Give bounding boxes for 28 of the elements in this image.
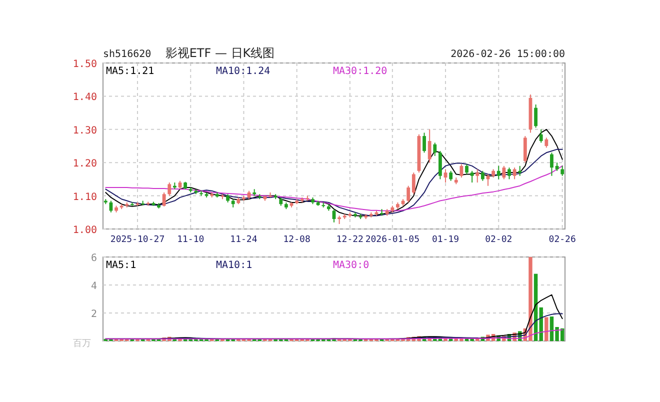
x-tick-label: 01-19 — [432, 235, 460, 245]
x-tick-label: 12-08 — [283, 235, 310, 245]
y-tick-label: 1.20 — [72, 158, 97, 170]
y-tick-label: 1.00 — [72, 225, 97, 236]
text: MA5:1 — [106, 260, 136, 271]
x-tick-label: 2025-10-27 — [110, 235, 165, 245]
x-tick-label: 2026-01-05 — [365, 235, 420, 245]
y-axis-title: 百万 — [73, 339, 91, 349]
text: MA30:1.20 — [333, 66, 388, 77]
y-tick-label: 4 — [90, 281, 97, 292]
text: MA10:1 — [216, 260, 252, 271]
y-tick-label: 1.30 — [72, 125, 97, 136]
x-tick-label: 02-02 — [485, 235, 512, 245]
text: MA5:1.21 — [106, 66, 154, 77]
y-tick-label: 1.50 — [72, 59, 97, 70]
text: 2026-02-26 15:00:00 — [450, 49, 565, 60]
x-tick-label: 11-24 — [230, 235, 258, 245]
y-tick-label: 1.10 — [72, 192, 97, 203]
text: MA10:1.24 — [216, 66, 270, 77]
text: MA30:0 — [333, 260, 370, 271]
y-tick-label: 6 — [90, 253, 97, 264]
text: sh516620 — [103, 49, 152, 60]
y-tick-label: 1.40 — [72, 92, 97, 104]
x-tick-label: 11-10 — [177, 235, 204, 245]
x-tick-label: 12-22 — [336, 235, 364, 245]
x-tick-label: 02-26 — [548, 235, 576, 245]
y-tick-label: 2 — [90, 309, 97, 320]
chart-title: 影视ETF — 日K线图 — [165, 46, 275, 60]
